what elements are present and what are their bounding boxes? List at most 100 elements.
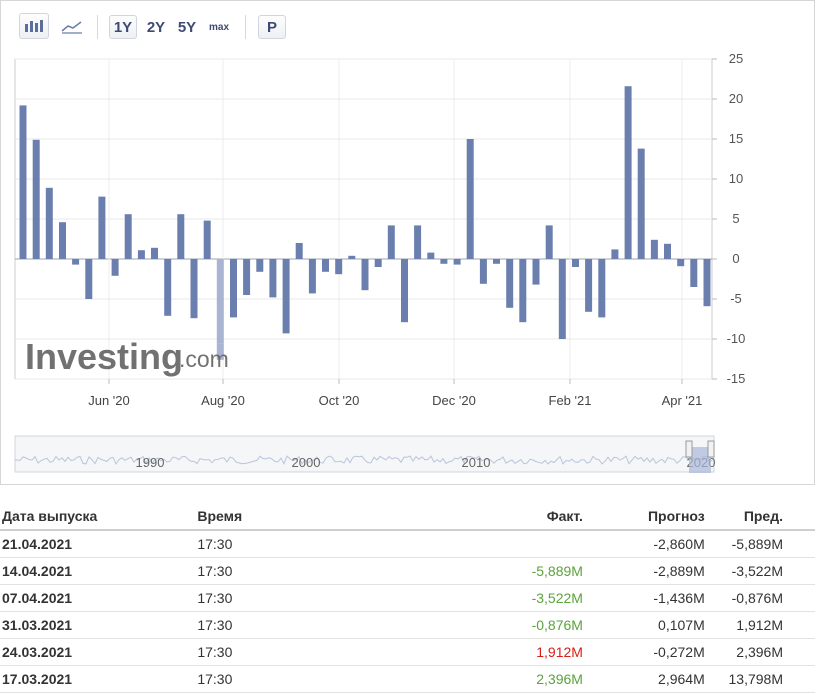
bar[interactable] <box>19 105 27 260</box>
bar[interactable] <box>650 239 658 259</box>
bar[interactable] <box>479 259 487 284</box>
row-actual: 2,396M <box>395 665 585 693</box>
bar[interactable] <box>677 259 685 267</box>
navigator-handle-right[interactable] <box>707 440 715 458</box>
header-forecast[interactable]: Прогноз <box>584 502 707 531</box>
watermark-logo: Investing .com <box>25 336 229 377</box>
row-previous: 13,798M <box>706 665 815 693</box>
row-previous: -3,522M <box>706 557 815 585</box>
navigator[interactable]: 1990 2000 2010 2020 <box>14 435 715 473</box>
bar[interactable] <box>137 250 145 259</box>
bar[interactable] <box>269 259 277 298</box>
x-tick-label: Oct '20 <box>319 393 360 408</box>
toolbar-divider <box>97 15 98 39</box>
row-forecast: 0,107M <box>584 611 707 639</box>
bar[interactable] <box>348 255 356 259</box>
row-forecast: 2,964M <box>584 665 707 693</box>
bar[interactable] <box>414 225 422 259</box>
bar[interactable] <box>322 259 329 272</box>
bar-hover-tail <box>216 343 224 360</box>
bar[interactable] <box>493 259 500 264</box>
bar[interactable] <box>664 243 671 259</box>
navigator-track[interactable] <box>14 435 715 473</box>
bar[interactable] <box>243 259 251 295</box>
bar[interactable] <box>361 259 369 291</box>
bar[interactable] <box>401 259 408 323</box>
bar[interactable] <box>177 214 185 259</box>
bar[interactable] <box>151 247 158 259</box>
bar[interactable] <box>45 187 53 259</box>
bar[interactable] <box>98 196 106 259</box>
bar[interactable] <box>335 259 343 275</box>
row-actual: -5,889M <box>395 557 585 585</box>
bar[interactable] <box>466 139 474 259</box>
y-tick-label: 20 <box>729 91 743 106</box>
table-row: 17.03.2021 17:30 2,396M 2,964M 13,798M <box>0 665 815 693</box>
bar[interactable] <box>453 259 461 265</box>
row-time: 17:30 <box>187 584 396 612</box>
navigator-selection[interactable] <box>689 447 711 473</box>
toolbar-divider <box>245 15 246 39</box>
bar[interactable] <box>216 259 224 344</box>
bar[interactable] <box>374 259 382 267</box>
table-row: 24.03.2021 17:30 1,912M -0,272M 2,396M <box>0 638 815 666</box>
row-time: 17:30 <box>187 557 396 585</box>
bar[interactable] <box>519 259 527 323</box>
y-tick-label: 15 <box>729 131 743 146</box>
bar[interactable] <box>203 220 211 259</box>
bar[interactable] <box>611 249 619 259</box>
x-tick-label: Apr '21 <box>662 393 703 408</box>
x-tick-label: Jun '20 <box>88 393 130 408</box>
bar[interactable] <box>72 259 80 265</box>
bar[interactable] <box>637 148 645 259</box>
bar[interactable] <box>282 259 290 334</box>
bar[interactable] <box>387 225 395 259</box>
bar[interactable] <box>427 252 435 259</box>
bar[interactable] <box>598 259 606 318</box>
bar[interactable] <box>703 259 711 307</box>
x-tick-label: Aug '20 <box>201 393 245 408</box>
bar[interactable] <box>545 225 553 259</box>
bar[interactable] <box>585 259 593 312</box>
period-max-button[interactable]: max <box>208 21 229 33</box>
line-chart-button[interactable] <box>57 15 87 39</box>
row-actual: -0,876M <box>395 611 585 639</box>
row-previous: -5,889M <box>706 530 815 558</box>
bar[interactable] <box>85 259 93 299</box>
bar[interactable] <box>690 259 698 287</box>
navigator-handle-left[interactable] <box>685 440 693 458</box>
period-5y-button[interactable]: 5Y <box>177 18 197 36</box>
bar[interactable] <box>532 259 540 285</box>
bar[interactable] <box>32 139 40 259</box>
row-time: 17:30 <box>187 530 396 558</box>
header-previous[interactable]: Пред. <box>706 502 815 531</box>
bar[interactable] <box>190 259 198 319</box>
header-date[interactable]: Дата выпуска <box>0 502 188 531</box>
bar[interactable] <box>124 214 132 259</box>
bar[interactable] <box>572 259 579 267</box>
bar[interactable] <box>624 86 632 259</box>
bar[interactable] <box>256 259 264 272</box>
bar[interactable] <box>59 222 66 259</box>
row-actual: 1,912M <box>395 638 585 666</box>
bar[interactable] <box>440 259 448 264</box>
bar[interactable] <box>558 259 566 339</box>
row-date: 24.03.2021 <box>0 638 188 666</box>
row-forecast: -0,272M <box>584 638 707 666</box>
bar[interactable] <box>111 259 119 276</box>
period-2y-button[interactable]: 2Y <box>146 18 166 36</box>
bar-chart-button[interactable] <box>19 13 49 39</box>
bar[interactable] <box>164 259 172 316</box>
y-tick-label: 0 <box>732 251 739 266</box>
period-1y-button[interactable]: 1Y <box>109 15 137 39</box>
row-date: 31.03.2021 <box>0 611 188 639</box>
p-button[interactable]: P <box>258 15 286 39</box>
bar[interactable] <box>230 259 237 318</box>
bar[interactable] <box>308 259 316 294</box>
header-time[interactable]: Время <box>187 502 396 531</box>
bar[interactable] <box>295 243 303 259</box>
y-tick-label: 10 <box>729 171 743 186</box>
header-actual[interactable]: Факт. <box>395 502 585 531</box>
bar[interactable] <box>506 259 514 308</box>
row-time: 17:30 <box>187 638 396 666</box>
